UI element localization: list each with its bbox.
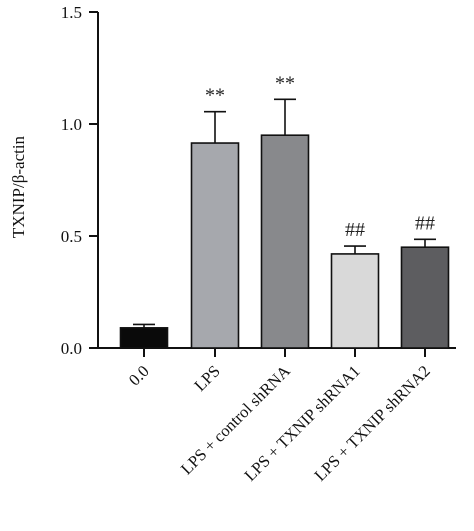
bars: ** ** ## ## [119, 72, 450, 349]
x-category-label: LPS + TXNIP shRNA2 [310, 361, 433, 484]
y-ticks: 0.0 0.5 1.0 1.5 [61, 3, 98, 358]
significance-label: ** [275, 72, 295, 94]
bar [400, 246, 450, 349]
bar [260, 134, 310, 349]
y-tick-label: 1.5 [61, 3, 82, 22]
y-tick-label: 1.0 [61, 115, 82, 134]
bar [119, 327, 169, 349]
y-tick-label: 0.5 [61, 227, 82, 246]
bar [330, 253, 380, 349]
x-category-label: 0.0 [125, 361, 153, 389]
significance-label: ** [205, 85, 225, 107]
y-tick-label: 0.0 [61, 339, 82, 358]
y-axis-title: TXNIP/β-actin [9, 135, 28, 238]
x-category-label: LPS + TXNIP shRNA1 [240, 361, 363, 484]
significance-label: ## [345, 219, 365, 241]
significance-label: ## [415, 212, 435, 234]
x-category-label: LPS [190, 361, 224, 395]
bar [190, 142, 240, 349]
